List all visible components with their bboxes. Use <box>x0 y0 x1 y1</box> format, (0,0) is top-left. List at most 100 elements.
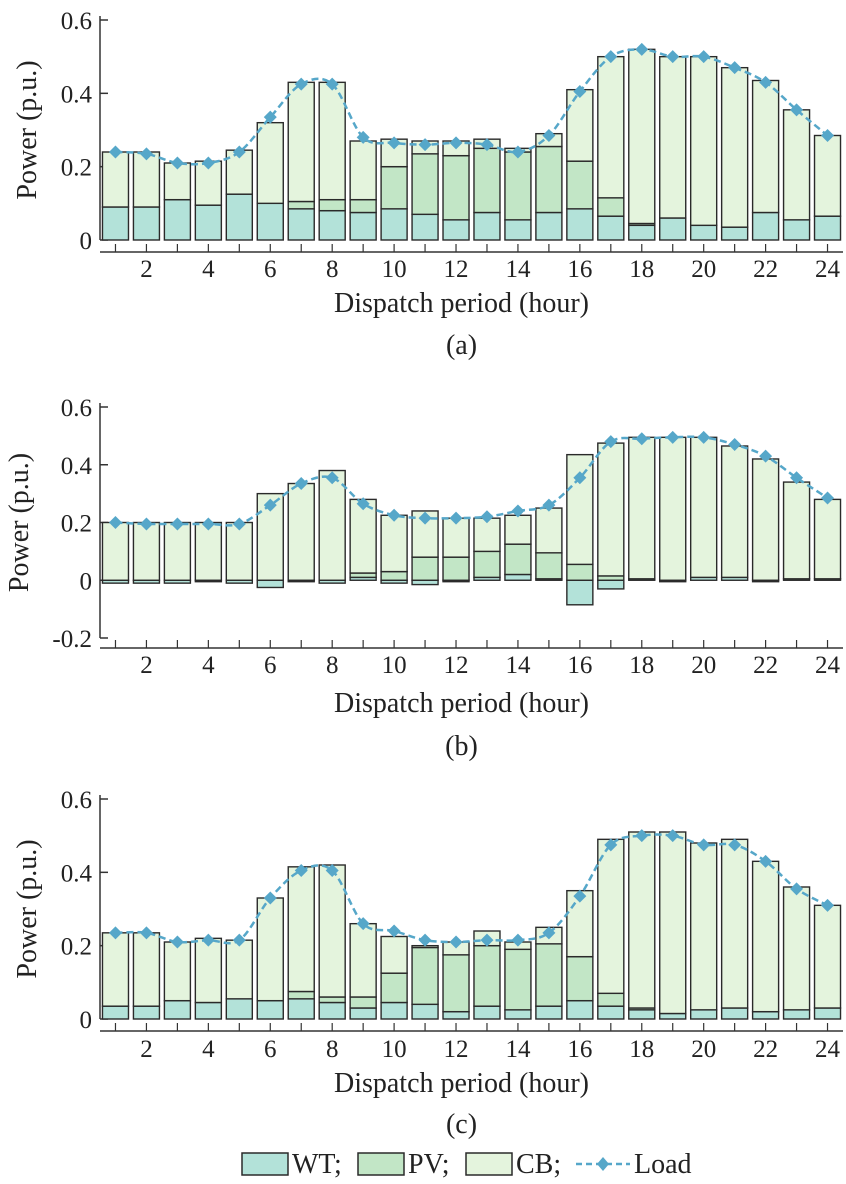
load-marker-h15 <box>542 129 556 142</box>
bar-cb-h19 <box>659 831 687 1015</box>
x-tick-label: 20 <box>691 256 716 283</box>
bar-pv-h9 <box>349 198 377 214</box>
load-marker-h18 <box>635 42 649 56</box>
x-tick-label: 6 <box>264 652 277 679</box>
x-tick-label: 10 <box>382 256 407 283</box>
x-tick-label: 8 <box>326 1036 339 1063</box>
y-axis-label: Power (p.u.) <box>12 60 43 199</box>
load-marker-h14 <box>511 933 525 947</box>
bar-wt-h3 <box>163 999 192 1020</box>
bar-pv-h10 <box>380 972 408 1004</box>
load-marker-h1 <box>108 516 122 529</box>
y-tick-label: 0.2 <box>61 934 92 961</box>
bar-wt-h11 <box>411 1003 439 1020</box>
x-tick-label: 8 <box>326 652 339 679</box>
load-marker-h20 <box>697 430 711 444</box>
load-marker-h20 <box>697 838 711 852</box>
legend-marker-load <box>597 1157 609 1171</box>
bar-wt-h12 <box>442 1010 470 1020</box>
bar-pv-h14 <box>504 543 532 576</box>
load-marker-h17 <box>604 435 618 449</box>
panel-caption: (b) <box>445 731 478 762</box>
load-marker-h23 <box>790 103 804 117</box>
bar-wt-h5 <box>225 998 254 1020</box>
bar-cb-h3 <box>163 521 192 581</box>
x-axis-label: Dispatch period (hour) <box>334 688 589 719</box>
load-marker-h19 <box>666 430 680 444</box>
bar-cb-h1 <box>101 932 130 1007</box>
load-marker-h10 <box>387 136 401 150</box>
bar-cb-h9 <box>349 140 377 201</box>
legend-swatch-cb <box>465 1152 513 1176</box>
bar-cb-h16 <box>566 453 594 566</box>
bar-cb-h17 <box>597 838 625 995</box>
load-line <box>115 435 829 527</box>
bar-wt-h1 <box>101 206 130 241</box>
y-tick-label: -0.2 <box>52 626 92 653</box>
load-marker-h2 <box>139 517 153 531</box>
bar-cb-h2 <box>132 932 161 1007</box>
legend-label-load: Load <box>634 1149 692 1180</box>
bar-cb-h10 <box>380 935 408 974</box>
load-marker-h6 <box>263 498 277 512</box>
load-marker-h13 <box>480 138 494 152</box>
x-tick-label: 4 <box>202 256 215 283</box>
bar-cb-h24 <box>813 498 842 580</box>
load-marker-h5 <box>232 933 246 947</box>
bar-wt-h17 <box>597 1005 625 1020</box>
bar-wt-h12 <box>442 219 470 241</box>
load-marker-h11 <box>418 933 432 947</box>
bar-wt-h18 <box>628 1009 656 1020</box>
x-tick-label: 2 <box>140 652 153 679</box>
y-tick-label: 0.4 <box>61 81 93 108</box>
x-tick-label: 24 <box>815 1036 841 1063</box>
bar-wt-h15 <box>535 211 563 241</box>
load-marker-h4 <box>201 517 215 531</box>
load-marker-h5 <box>232 145 246 159</box>
bar-wt-h8 <box>318 209 346 241</box>
load-marker-h5 <box>232 517 246 531</box>
bar-cb-h21 <box>720 838 749 1009</box>
bar-cb-h1 <box>101 521 130 581</box>
bar-wt-h9 <box>349 211 377 241</box>
bar-cb-h4 <box>194 937 223 1004</box>
load-marker-h23 <box>790 471 804 485</box>
bar-cb-h4 <box>194 521 223 581</box>
bar-wt-h14 <box>504 1009 532 1020</box>
load-marker-h1 <box>108 145 122 159</box>
y-tick-label: 0.6 <box>61 8 92 35</box>
load-marker-h22 <box>759 854 773 868</box>
bar-wt-h7 <box>287 998 315 1020</box>
bar-cb-h23 <box>782 886 811 1011</box>
bar-pv-h15 <box>535 145 563 214</box>
load-marker-h22 <box>759 75 773 89</box>
load-marker-h24 <box>821 898 835 912</box>
x-tick-label: 14 <box>505 256 531 283</box>
bar-cb-h8 <box>318 81 346 201</box>
load-marker-h18 <box>635 829 649 843</box>
load-marker-h11 <box>418 511 432 525</box>
bar-pv-h16 <box>566 955 594 1002</box>
bar-pv-h13 <box>473 147 501 214</box>
x-tick-label: 18 <box>629 652 654 679</box>
x-tick-label: 14 <box>505 1036 531 1063</box>
bar-cb-h8 <box>318 469 346 581</box>
bar-cb-h3 <box>163 941 192 1002</box>
bar-wt-h10 <box>380 1001 408 1020</box>
x-tick-label: 8 <box>326 256 339 283</box>
x-tick-label: 10 <box>382 652 407 679</box>
x-axis-label: Dispatch period (hour) <box>334 1068 589 1099</box>
bar-wt-h14 <box>504 573 532 581</box>
y-tick-label: 0.6 <box>61 787 92 814</box>
bar-pv-h13 <box>473 944 501 1007</box>
bar-wt-h22 <box>751 211 780 241</box>
bar-wt-h19 <box>659 217 687 241</box>
bar-pv-h15 <box>535 943 563 1007</box>
load-marker-h14 <box>511 504 525 518</box>
bar-cb-h7 <box>287 81 315 203</box>
bar-wt-h23 <box>782 1009 811 1020</box>
bar-wt-h22 <box>751 1010 780 1020</box>
y-tick-label: 0.4 <box>61 453 93 480</box>
